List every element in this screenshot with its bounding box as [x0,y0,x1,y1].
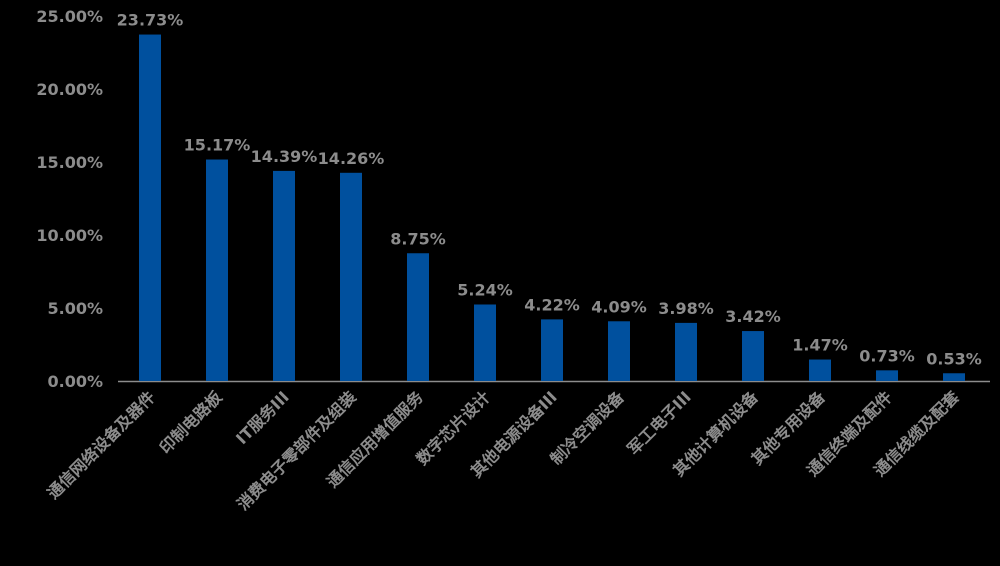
y-tick-label: 15.00% [36,153,103,172]
bar-value-label: 0.53% [926,349,982,368]
bar-value-label: 14.39% [251,147,318,166]
bar [608,321,630,381]
x-tick-label: 消费电子零部件及组装 [233,387,360,514]
bar-value-label: 8.75% [390,229,446,248]
bar-value-label: 23.73% [117,11,184,30]
y-tick-label: 25.00% [36,7,103,26]
bar-value-label: 14.26% [318,149,385,168]
bar [809,359,831,381]
bar [139,34,161,382]
bar [541,319,563,381]
bar [943,373,965,381]
bar [742,331,764,381]
bar [340,172,362,381]
bar [407,253,429,381]
bar-value-label: 5.24% [457,280,513,299]
x-tick-label: 军工电子III [623,387,694,458]
y-tick-label: 5.00% [47,299,103,318]
bar-value-label: 15.17% [184,136,251,155]
bar-value-label: 4.09% [591,297,647,316]
bar [206,159,228,381]
y-tick-label: 10.00% [36,226,103,245]
x-tick-label: 印制电路板 [156,387,227,458]
bar [273,170,295,381]
bar [675,322,697,381]
bar-value-label: 3.42% [725,307,781,326]
x-tick-label: IT服务III [232,387,293,448]
x-tick-label: 通信网络设备及器件 [44,387,159,502]
bar [876,370,898,381]
y-tick-label: 0.00% [47,372,103,391]
bar [474,304,496,381]
bar-value-label: 4.22% [524,295,580,314]
bar-value-label: 1.47% [792,336,848,355]
bar-value-label: 0.73% [859,346,915,365]
y-tick-label: 20.00% [36,80,103,99]
bar-value-label: 3.98% [658,299,714,318]
